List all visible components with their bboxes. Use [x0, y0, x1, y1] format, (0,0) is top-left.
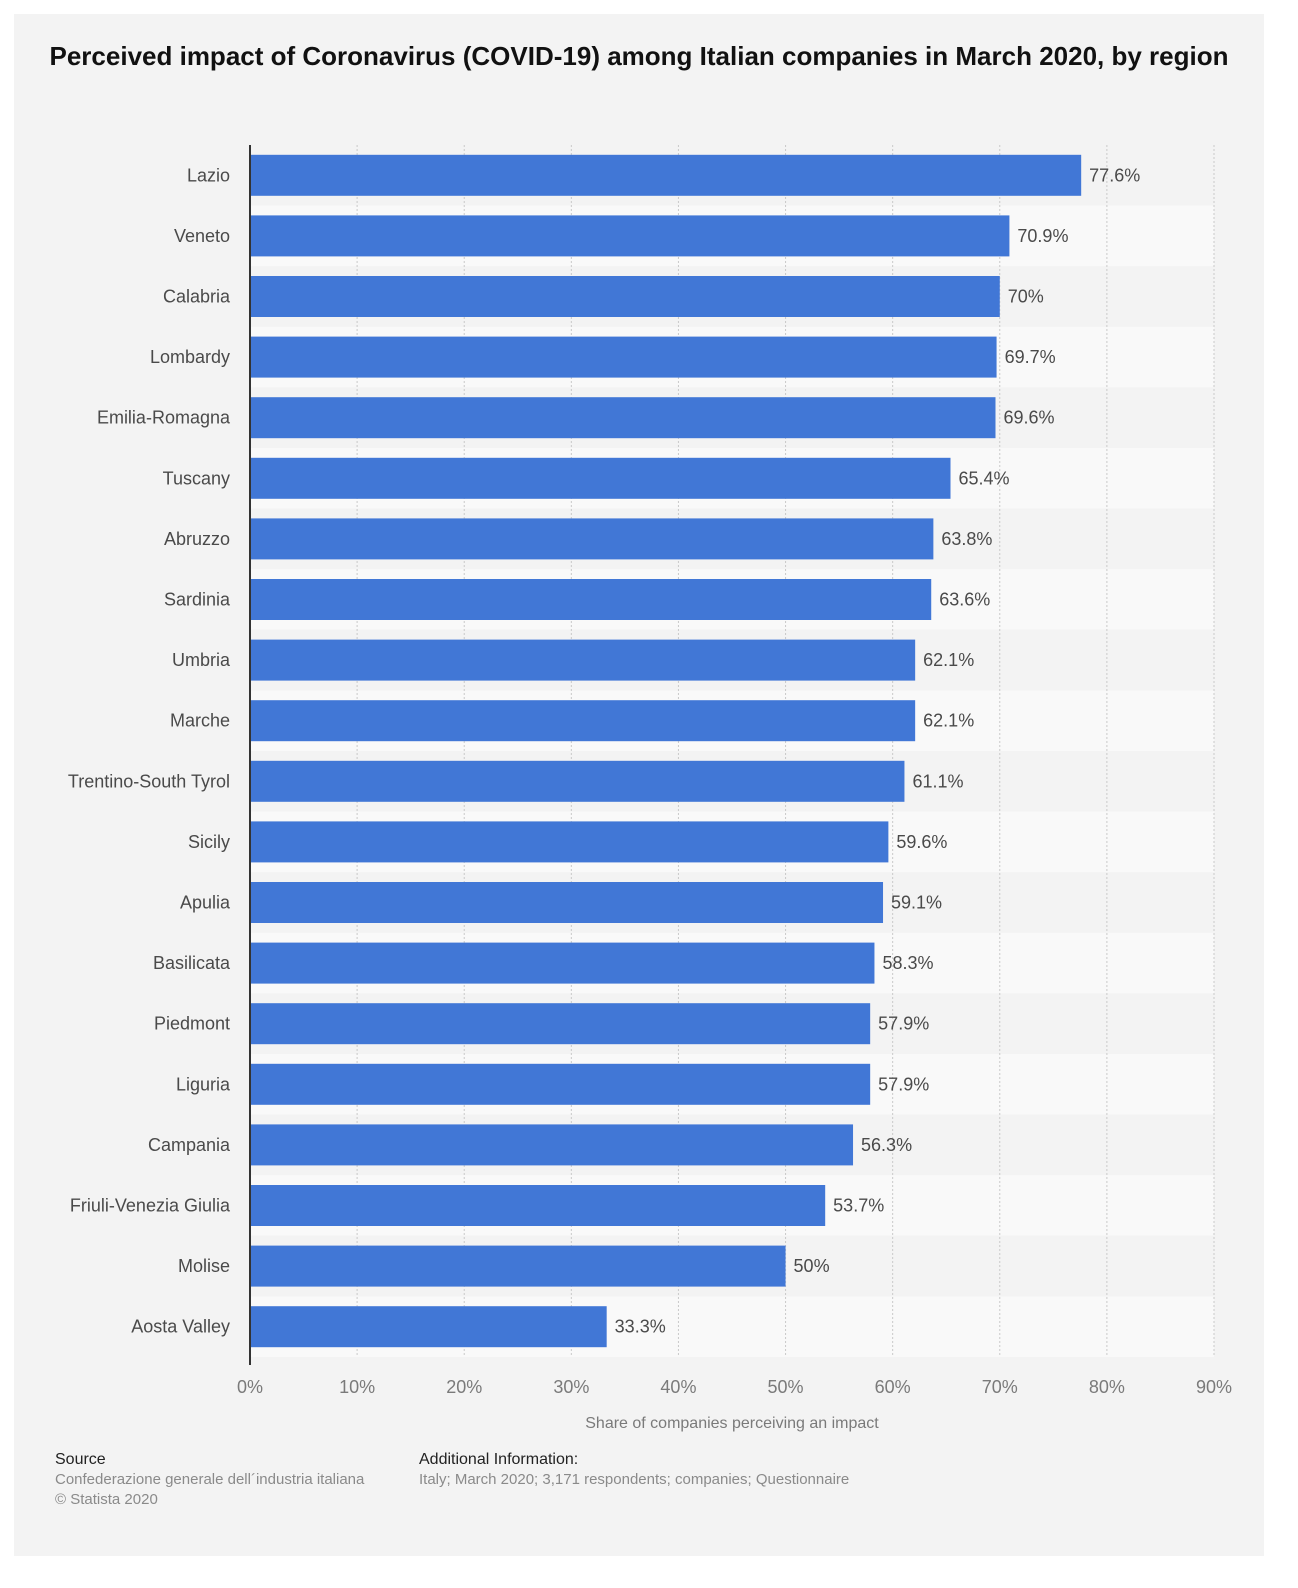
bar [250, 457, 951, 499]
value-label: 56.3% [861, 1135, 912, 1155]
value-label: 59.1% [891, 893, 942, 913]
value-label: 53.7% [833, 1196, 884, 1216]
x-axis-title: Share of companies perceiving an impact [585, 1415, 879, 1432]
category-label: Sardinia [164, 590, 231, 610]
category-label: Abruzzo [164, 529, 230, 549]
bar [250, 1185, 826, 1226]
category-label: Apulia [180, 893, 231, 913]
x-tick-label: 60% [875, 1377, 911, 1397]
source-heading: Source [55, 1451, 106, 1468]
category-label: Trentino-South Tyrol [68, 771, 230, 791]
category-label: Lazio [187, 165, 230, 185]
bar [250, 1003, 871, 1045]
category-label: Campania [148, 1135, 231, 1155]
value-label: 69.7% [1005, 347, 1056, 367]
additional-info-block: Additional Information: Italy; March 202… [419, 1450, 1019, 1490]
value-label: 61.1% [912, 771, 963, 791]
value-label: 70.9% [1017, 226, 1068, 246]
bar [250, 639, 916, 681]
x-tick-label: 40% [660, 1377, 696, 1397]
chart-panel: Perceived impact of Coronavirus (COVID-1… [14, 14, 1264, 1556]
copyright-text: © Statista 2020 [55, 1491, 158, 1508]
bar [250, 276, 1000, 317]
category-label: Molise [178, 1256, 230, 1276]
bar [250, 700, 916, 742]
x-tick-label: 0% [237, 1377, 263, 1397]
bar [250, 821, 889, 863]
x-tick-label: 20% [446, 1377, 482, 1397]
additional-info-text: Italy; March 2020; 3,171 respondents; co… [419, 1471, 850, 1488]
value-label: 58.3% [882, 953, 933, 973]
value-label: 59.6% [896, 832, 947, 852]
x-tick-label: 70% [982, 1377, 1018, 1397]
additional-info-heading: Additional Information: [419, 1451, 579, 1468]
bar [250, 942, 875, 984]
value-label: 63.6% [939, 590, 990, 610]
bar [250, 760, 905, 802]
category-label: Tuscany [163, 468, 230, 488]
value-label: 57.9% [878, 1074, 929, 1094]
bar [250, 397, 996, 439]
category-label: Basilicata [153, 953, 231, 973]
category-label: Marche [170, 711, 230, 731]
x-tick-label: 50% [768, 1377, 804, 1397]
bar [250, 579, 932, 620]
category-label: Friuli-Venezia Giulia [70, 1196, 231, 1216]
category-label: Lombardy [150, 347, 230, 367]
bar [250, 154, 1082, 196]
value-label: 50% [794, 1256, 830, 1276]
bar [250, 1063, 871, 1105]
category-label: Piedmont [154, 1014, 230, 1034]
category-label: Veneto [174, 226, 230, 246]
bar [250, 518, 934, 560]
value-label: 70% [1008, 287, 1044, 307]
bar [250, 215, 1010, 257]
source-text: Confederazione generale dell´industria i… [55, 1471, 365, 1488]
bar [250, 1245, 786, 1287]
bar [250, 1306, 607, 1348]
x-tick-label: 90% [1196, 1377, 1232, 1397]
value-label: 62.1% [923, 650, 974, 670]
category-label: Umbria [172, 650, 231, 670]
category-label: Emilia-Romagna [97, 408, 231, 428]
category-label: Calabria [163, 287, 231, 307]
value-label: 77.6% [1089, 165, 1140, 185]
bar [250, 1124, 854, 1166]
category-label: Aosta Valley [131, 1317, 230, 1337]
value-label: 63.8% [941, 529, 992, 549]
category-label: Liguria [176, 1074, 231, 1094]
value-label: 65.4% [959, 468, 1010, 488]
bar [250, 336, 997, 378]
bar [250, 882, 884, 923]
chart-title: Perceived impact of Coronavirus (COVID-1… [49, 41, 1229, 71]
value-label: 69.6% [1003, 408, 1054, 428]
x-tick-label: 10% [339, 1377, 375, 1397]
value-label: 62.1% [923, 711, 974, 731]
x-tick-label: 30% [553, 1377, 589, 1397]
source-block: Source Confederazione generale dell´indu… [55, 1450, 395, 1510]
value-label: 33.3% [615, 1317, 666, 1337]
category-label: Sicily [188, 832, 230, 852]
bar-chart: Lazio 77.6% Veneto 70.9% Calabria 70% Lombardy… [68, 145, 1232, 1432]
x-tick-label: 80% [1089, 1377, 1125, 1397]
value-label: 57.9% [878, 1014, 929, 1034]
